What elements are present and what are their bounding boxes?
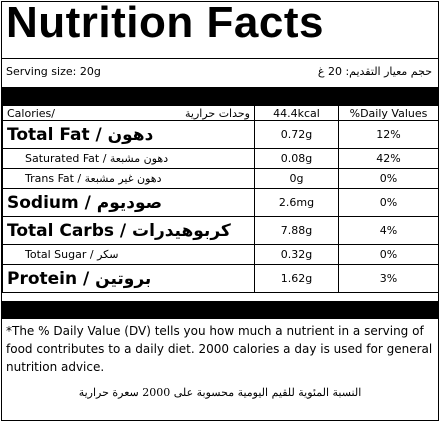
divider-bar	[2, 301, 438, 319]
calories-label: Calories/	[7, 106, 55, 120]
nutrient-daily-value: 0%	[338, 244, 439, 265]
nutrient-row: Total Sugar / سكر 0.32g 0%	[2, 244, 439, 265]
nutrient-name-english: Total Carbs /	[7, 220, 133, 241]
nutrient-name-arabic: سكر	[97, 248, 119, 261]
nutrient-name-english: Total Sugar /	[25, 248, 98, 261]
nutrient-name: Saturated Fat / دهون مشبعة	[2, 148, 255, 169]
nutrient-name: Total Carbs / كربوهيدرات	[2, 216, 255, 245]
nutrient-row: Protein / بروتين 1.62g 3%	[2, 264, 439, 293]
nutrient-daily-value: 3%	[338, 264, 439, 293]
footnote-arabic: النسبة المئوية للقيم اليومية محسوبة على …	[78, 386, 362, 399]
nutrient-row: Saturated Fat / دهون مشبعة 0.08g 42%	[2, 148, 439, 169]
nutrient-name-arabic: دهون غير مشبعة	[84, 172, 162, 185]
nutrient-daily-value: 0%	[338, 188, 439, 217]
nutrient-name-arabic: دهون	[107, 124, 154, 145]
nutrient-name-arabic: كربوهيدرات	[132, 220, 231, 241]
nutrient-name-english: Total Fat /	[7, 124, 108, 145]
nutrient-name-english: Protein /	[7, 268, 96, 289]
nutrient-name: Protein / بروتين	[2, 264, 255, 293]
nutrient-daily-value: 12%	[338, 120, 439, 149]
nutrient-name-english: Saturated Fat /	[25, 152, 110, 165]
nutrient-daily-value: 42%	[338, 148, 439, 169]
serving-row: Serving size: 20g حجم معيار التقديم: 20 …	[2, 58, 438, 87]
nutrient-name-arabic: بروتين	[95, 268, 152, 289]
nutrient-name: Total Sugar / سكر	[2, 244, 255, 265]
nutrient-name-arabic: صوديوم	[96, 192, 163, 213]
nutrient-daily-value: 0%	[338, 168, 439, 189]
nutrient-row: Total Fat / دهون 0.72g 12%	[2, 120, 439, 149]
nutrient-amount: 0.08g	[254, 148, 339, 169]
title: Nutrition Facts	[6, 0, 324, 47]
nutrient-name: Trans Fat / دهون غير مشبعة	[2, 168, 255, 189]
nutrient-table: Calories/وحدات حرارية 44.4kcal %Daily Va…	[2, 105, 439, 293]
nutrient-row: Sodium / صوديوم 2.6mg 0%	[2, 188, 439, 217]
divider-bar	[2, 87, 438, 105]
nutrient-name: Total Fat / دهون	[2, 120, 255, 149]
calories-value: 44.4kcal	[254, 105, 339, 121]
nutrient-row: Total Carbs / كربوهيدرات 7.88g 4%	[2, 216, 439, 245]
nutrient-amount: 7.88g	[254, 216, 339, 245]
serving-size-arabic: حجم معيار التقديم: 20 غ	[317, 65, 432, 78]
footnote: *The % Daily Value (DV) tells you how mu…	[2, 320, 438, 404]
nutrient-row: Trans Fat / دهون غير مشبعة 0g 0%	[2, 168, 439, 189]
nutrient-amount: 0g	[254, 168, 339, 189]
nutrient-daily-value: 4%	[338, 216, 439, 245]
serving-size: Serving size: 20g	[6, 65, 101, 78]
footnote-english: *The % Daily Value (DV) tells you how mu…	[6, 324, 433, 374]
daily-header: %Daily Values	[338, 105, 439, 121]
nutrient-amount: 0.32g	[254, 244, 339, 265]
calories-cell: Calories/وحدات حرارية	[2, 105, 255, 121]
nutrient-amount: 1.62g	[254, 264, 339, 293]
calories-label-arabic: وحدات حرارية	[185, 106, 250, 120]
nutrient-name-arabic: دهون مشبعة	[109, 152, 169, 165]
header-row: Calories/وحدات حرارية 44.4kcal %Daily Va…	[2, 105, 439, 121]
nutrient-name: Sodium / صوديوم	[2, 188, 255, 217]
nutrient-name-english: Trans Fat /	[25, 172, 85, 185]
nutrient-amount: 2.6mg	[254, 188, 339, 217]
nutrient-name-english: Sodium /	[7, 192, 97, 213]
nutrient-amount: 0.72g	[254, 120, 339, 149]
